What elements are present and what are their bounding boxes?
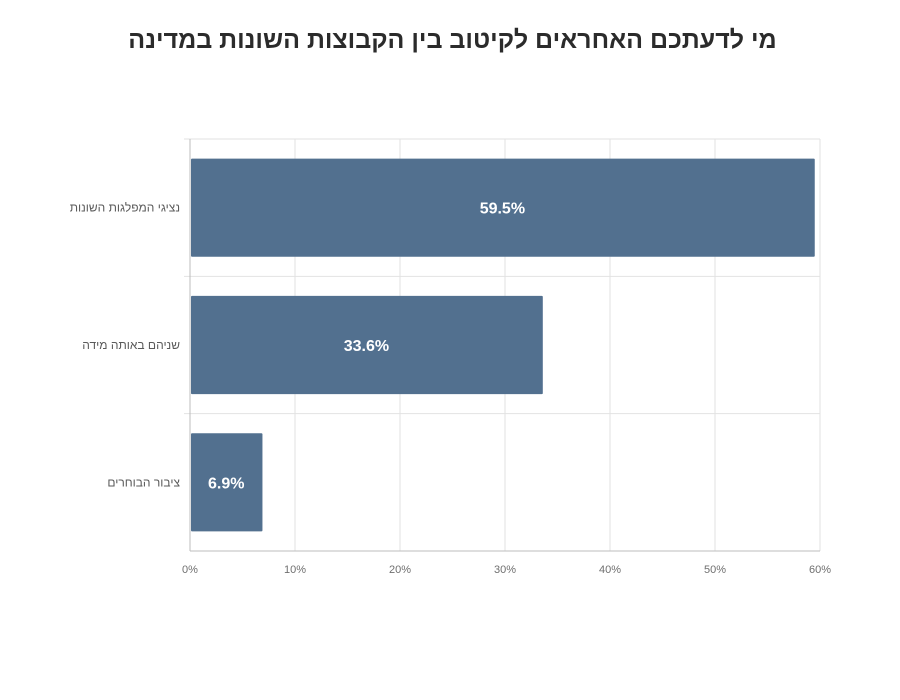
labels: 59.5% נציגי המפלגות השונות 33.6% שניהם באות… bbox=[70, 201, 832, 576]
bars bbox=[191, 158, 815, 532]
bar bbox=[191, 433, 263, 532]
bar bbox=[191, 158, 815, 257]
x-tick-label: 0% bbox=[182, 564, 198, 576]
x-tick-label: 30% bbox=[494, 564, 516, 576]
x-tick-label: 40% bbox=[599, 564, 621, 576]
data-label: 6.9% bbox=[208, 475, 244, 492]
axes bbox=[189, 139, 820, 552]
data-label: 59.5% bbox=[480, 201, 525, 218]
category-label: נציגי המפלגות השונות bbox=[70, 201, 180, 215]
x-tick-label: 20% bbox=[389, 564, 411, 576]
bar bbox=[191, 295, 543, 395]
data-label: 33.6% bbox=[344, 338, 389, 355]
category-label: שניהם באותה מידה bbox=[82, 338, 180, 352]
x-tick-label: 50% bbox=[704, 564, 726, 576]
category-label: ציבור הבוחרים bbox=[107, 475, 180, 489]
chart-title: מי לדעתכם האחראים לקיטוב בין הקבוצות השו… bbox=[128, 26, 777, 54]
x-tick-label: 60% bbox=[809, 564, 831, 576]
x-tick-label: 10% bbox=[284, 564, 306, 576]
